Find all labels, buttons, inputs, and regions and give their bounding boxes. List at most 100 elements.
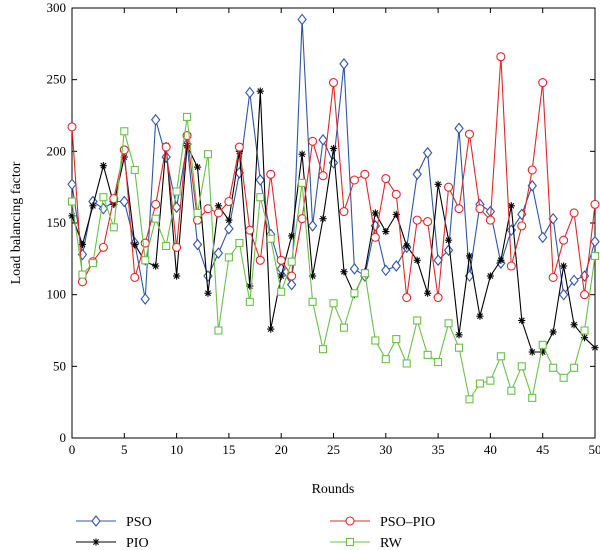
data-point — [590, 199, 600, 209]
data-point — [507, 386, 516, 395]
data-point — [476, 312, 484, 320]
data-point — [381, 355, 390, 364]
legend-label: PSO — [126, 515, 152, 530]
data-point — [517, 362, 526, 371]
data-point — [214, 326, 223, 335]
data-point — [371, 336, 380, 345]
data-point — [413, 256, 421, 264]
data-point — [277, 287, 286, 296]
data-point — [141, 256, 150, 265]
x-tick-label: 30 — [379, 442, 392, 457]
y-tick-label: 50 — [53, 358, 66, 373]
data-point — [444, 236, 453, 244]
data-point — [224, 196, 234, 207]
data-point — [89, 202, 97, 210]
data-point — [392, 335, 401, 344]
x-tick-label: 10 — [170, 442, 183, 457]
data-point — [558, 288, 569, 301]
data-point — [120, 127, 129, 136]
x-tick-label: 20 — [275, 442, 288, 457]
data-point — [496, 352, 505, 361]
data-point — [444, 182, 454, 192]
data-point — [559, 373, 568, 382]
data-point — [590, 235, 600, 248]
data-point — [277, 272, 285, 280]
data-point — [560, 262, 568, 270]
data-point — [538, 340, 547, 349]
data-point — [423, 350, 432, 359]
data-point — [340, 268, 348, 276]
legend-item: PIO — [76, 536, 149, 550]
data-point — [225, 216, 233, 224]
legend-marker — [92, 538, 100, 546]
data-point — [308, 297, 317, 306]
y-tick-label: 0 — [60, 430, 67, 445]
data-point — [591, 344, 599, 352]
data-point — [267, 325, 275, 333]
data-point — [297, 214, 307, 224]
x-tick-label: 40 — [484, 442, 497, 457]
data-point — [454, 122, 464, 135]
data-point — [255, 174, 265, 186]
data-point — [130, 272, 140, 283]
data-point — [307, 219, 318, 232]
x-tick-label: 5 — [121, 442, 128, 457]
data-point — [255, 255, 265, 265]
data-point — [402, 359, 411, 368]
data-point — [287, 271, 297, 281]
data-point — [98, 242, 108, 252]
data-point — [339, 58, 349, 70]
data-point — [423, 217, 433, 227]
data-point — [475, 379, 484, 388]
data-point — [287, 257, 296, 266]
data-point — [454, 204, 464, 214]
x-tick-label: 15 — [222, 442, 235, 457]
data-point — [88, 259, 97, 268]
data-point — [422, 146, 433, 159]
data-point — [256, 193, 265, 202]
x-axis: 0 5 10 15 20 25 30 35 40 45 50 — [69, 8, 600, 457]
data-point — [67, 197, 77, 206]
data-point — [150, 113, 161, 126]
data-point — [308, 136, 318, 146]
legend-item: PSO — [76, 515, 152, 530]
data-point — [382, 228, 390, 236]
data-point — [193, 163, 202, 171]
data-point — [99, 162, 107, 170]
data-point — [579, 290, 590, 300]
data-point — [559, 235, 569, 245]
data-point — [434, 357, 443, 367]
data-point — [224, 253, 233, 262]
data-point — [454, 343, 464, 352]
data-point — [475, 204, 485, 214]
data-point — [266, 169, 276, 179]
data-point — [433, 254, 443, 267]
data-point — [549, 328, 557, 336]
data-point — [318, 345, 328, 354]
legend-label: RW — [380, 536, 403, 550]
data-point — [329, 144, 338, 153]
y-axis-title: Load balancing factor — [9, 161, 24, 284]
data-point — [590, 251, 600, 261]
data-point — [245, 297, 254, 306]
data-point — [329, 299, 338, 308]
data-point — [444, 319, 453, 328]
data-point — [204, 289, 212, 297]
data-point — [151, 214, 160, 223]
legend-marker — [345, 516, 355, 526]
y-tick-label: 150 — [47, 215, 67, 230]
data-point — [183, 112, 192, 121]
data-point — [570, 363, 579, 372]
data-point — [213, 247, 224, 259]
data-point — [403, 242, 411, 250]
data-point — [192, 238, 203, 251]
data-point — [486, 376, 495, 385]
series-layer — [67, 13, 600, 404]
data-point — [130, 165, 139, 175]
data-point — [298, 178, 307, 187]
data-point — [496, 52, 506, 62]
data-point — [455, 331, 463, 339]
x-tick-label: 50 — [589, 442, 600, 457]
data-point — [360, 169, 370, 179]
